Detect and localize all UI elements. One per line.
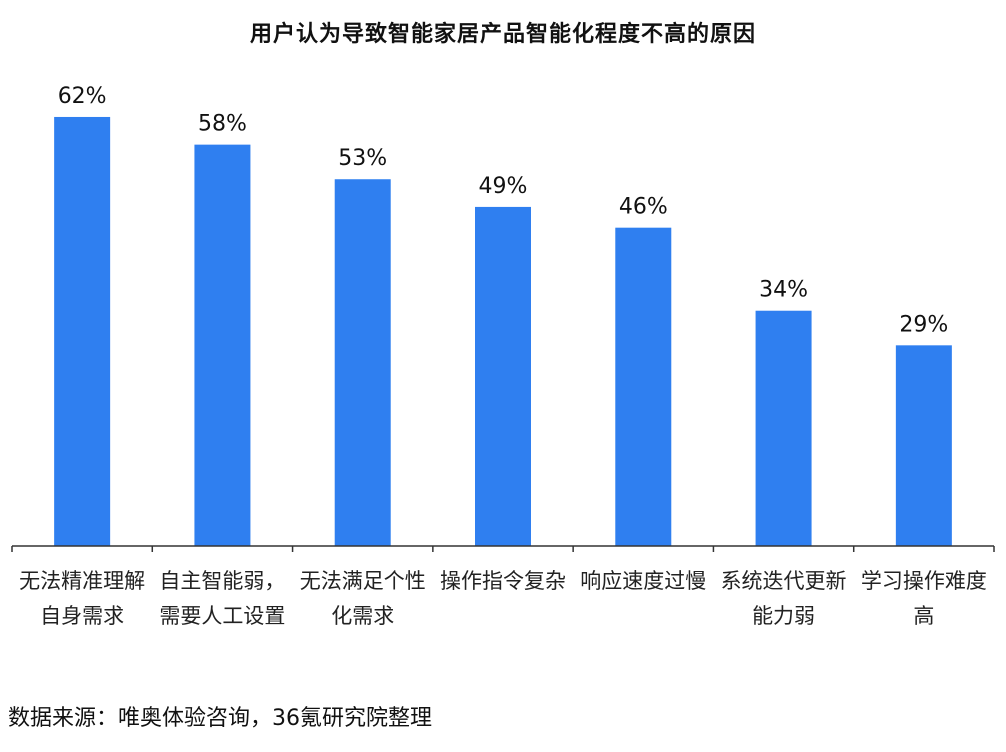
category-label: 操作指令复杂 xyxy=(440,569,566,593)
bar xyxy=(475,206,531,547)
bar xyxy=(615,227,672,546)
source-note: 数据来源：唯奥体验咨询，36氪研究院整理 xyxy=(8,706,432,731)
bar-value-label: 58% xyxy=(198,112,247,137)
category-label: 系统迭代更新能力弱 xyxy=(720,569,847,628)
category-label: 无法满足个性化需求 xyxy=(299,569,426,628)
category-label: 学习操作难度高 xyxy=(860,569,987,628)
bars-layer xyxy=(54,116,952,547)
bar-value-label: 49% xyxy=(479,174,528,199)
bar-value-label: 46% xyxy=(619,195,668,220)
bar-value-label: 62% xyxy=(58,84,107,109)
bar-chart: 62% 58% 53% 49% 46% 34% 29% xyxy=(11,84,995,552)
bar xyxy=(895,345,952,546)
category-label: 响应速度过慢 xyxy=(580,569,707,593)
bar xyxy=(755,310,812,546)
chart-title: 用户认为导致智能家居产品智能化程度不高的原因 xyxy=(249,22,756,47)
bar-value-label: 29% xyxy=(899,312,948,337)
category-label: 无法精准理解自身需求 xyxy=(19,569,146,628)
bar-value-label: 53% xyxy=(338,146,387,171)
bar xyxy=(194,144,251,546)
bar xyxy=(334,179,391,547)
bar-value-label: 34% xyxy=(759,278,808,303)
value-labels-layer: 62% 58% 53% 49% 46% 34% 29% xyxy=(58,84,949,337)
x-axis-ticks xyxy=(11,546,995,552)
bar xyxy=(54,116,111,547)
category-label: 自主智能弱，需要人工设置 xyxy=(159,569,286,628)
